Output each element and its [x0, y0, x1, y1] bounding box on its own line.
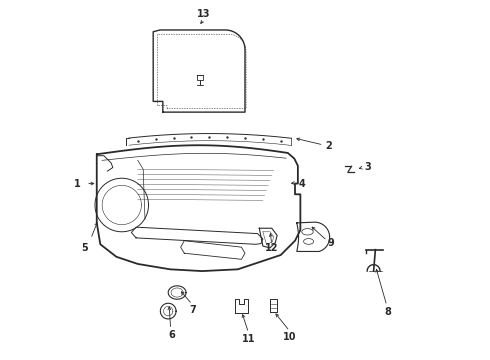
Text: 11: 11 [242, 334, 255, 344]
Text: 7: 7 [190, 305, 196, 315]
Text: 13: 13 [197, 9, 211, 19]
Text: 6: 6 [169, 330, 175, 341]
Text: 2: 2 [325, 141, 332, 151]
Text: 1: 1 [74, 179, 80, 189]
Text: 3: 3 [365, 162, 371, 172]
Text: 4: 4 [299, 179, 306, 189]
Text: 8: 8 [385, 307, 392, 317]
Text: 5: 5 [81, 243, 88, 253]
Text: 12: 12 [265, 243, 278, 253]
Text: 10: 10 [283, 332, 296, 342]
Text: 9: 9 [327, 238, 334, 248]
